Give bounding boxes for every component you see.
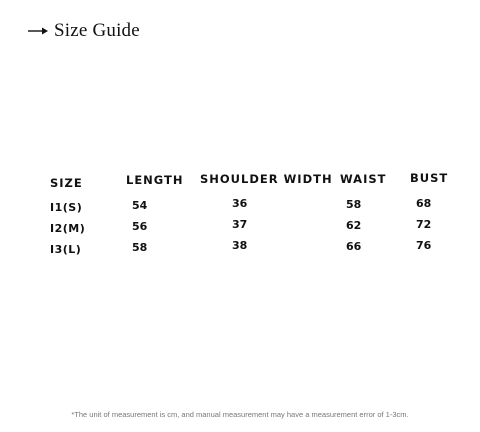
column-header-size: SIZE (50, 176, 83, 190)
column-header-shoulder-width: SHOULDER WIDTH (200, 172, 333, 186)
column-header-length: LENGTH (126, 173, 184, 187)
table-cell-bust: 76 (416, 239, 432, 252)
measurement-footnote: *The unit of measurement is cm, and manu… (71, 410, 409, 419)
table-cell-length: 58 (132, 241, 148, 254)
table-cell-shoulder-width: 36 (232, 197, 248, 210)
table-cell-shoulder-width: 38 (232, 239, 248, 252)
table-cell-bust: 68 (416, 197, 432, 210)
table-cell-waist: 66 (346, 240, 362, 253)
right-arrow-icon (28, 27, 48, 35)
table-row-size: I1(S) (50, 201, 83, 214)
page-title: Size Guide (54, 20, 140, 41)
table-cell-shoulder-width: 37 (232, 218, 248, 231)
table-cell-waist: 62 (346, 219, 362, 232)
table-cell-waist: 58 (346, 198, 362, 211)
table-cell-length: 56 (132, 220, 148, 233)
column-header-waist: WAIST (340, 172, 387, 186)
table-row-size: I3(L) (50, 243, 82, 256)
table-row-size: I2(M) (50, 222, 86, 235)
table-cell-length: 54 (132, 199, 148, 212)
table-cell-bust: 72 (416, 218, 432, 231)
column-header-bust: BUST (410, 171, 449, 185)
page-header: Size Guide (28, 20, 140, 42)
